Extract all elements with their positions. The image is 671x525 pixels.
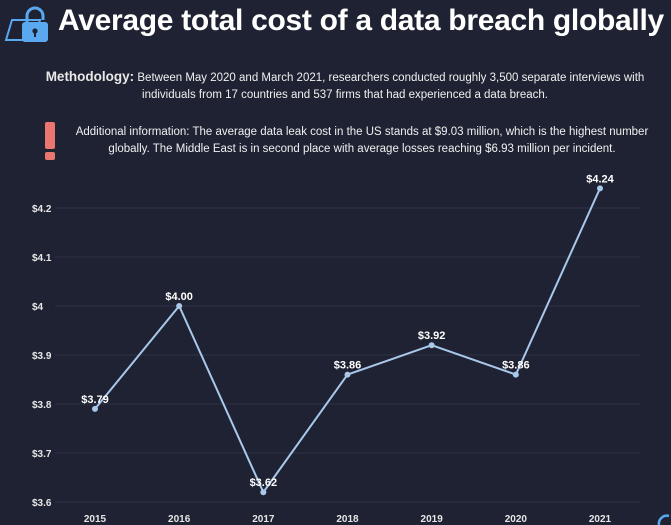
data-point [176,303,183,309]
data-label: $3.62 [250,477,278,489]
data-point [512,371,519,378]
methodology-label: Methodology: [45,69,135,84]
page-title: Average total cost of a data breach glob… [58,4,664,37]
y-tick-label: $4 [32,302,44,313]
data-point [92,405,98,412]
header: Average total cost of a data breach glob… [0,0,671,52]
data-label: $4.24 [586,173,614,185]
y-tick-label: $4.2 [32,204,52,215]
data-point [597,185,603,192]
x-tick-label: 2016 [168,514,191,525]
data-point [260,489,267,496]
y-tick-label: $3.8 [32,400,52,411]
methodology-text: Between May 2020 and March 2021, researc… [137,72,645,101]
data-label: $4.00 [165,291,193,303]
x-tick-label: 2021 [589,514,612,525]
line-chart: $3.6 $3.7 $3.8 $3.9 $4 $4.1 $4.2 2015 2016 2017 20… [32,173,640,525]
series-line [94,187,601,495]
x-tick-label: 2017 [252,514,275,525]
data-label: $3.79 [81,394,109,406]
x-tick-label: 2019 [421,514,444,525]
x-tick-label: 2020 [505,514,528,525]
y-tick-label: $3.6 [32,498,52,509]
additional-info-label: Additional information: [75,126,190,138]
additional-info-note: Additional information: The average data… [62,124,662,158]
lock-icon [4,6,48,42]
data-label: $3.86 [334,360,362,372]
data-point [344,371,351,378]
data-point [428,342,435,349]
methodology-note: Methodology: Between May 2020 and March … [40,68,650,104]
x-tick-label: 2018 [336,514,359,525]
x-tick-label: 2015 [84,514,107,525]
data-label: $3.86 [502,360,530,372]
y-tick-label: $3.7 [32,449,52,460]
y-tick-label: $4.1 [32,253,52,264]
corner-arrow-icon [657,514,670,525]
additional-info-text: The average data leak cost in the US sta… [108,126,649,155]
exclamation-icon [44,122,56,160]
data-label: $3.92 [418,330,446,342]
y-tick-label: $3.9 [32,351,52,362]
